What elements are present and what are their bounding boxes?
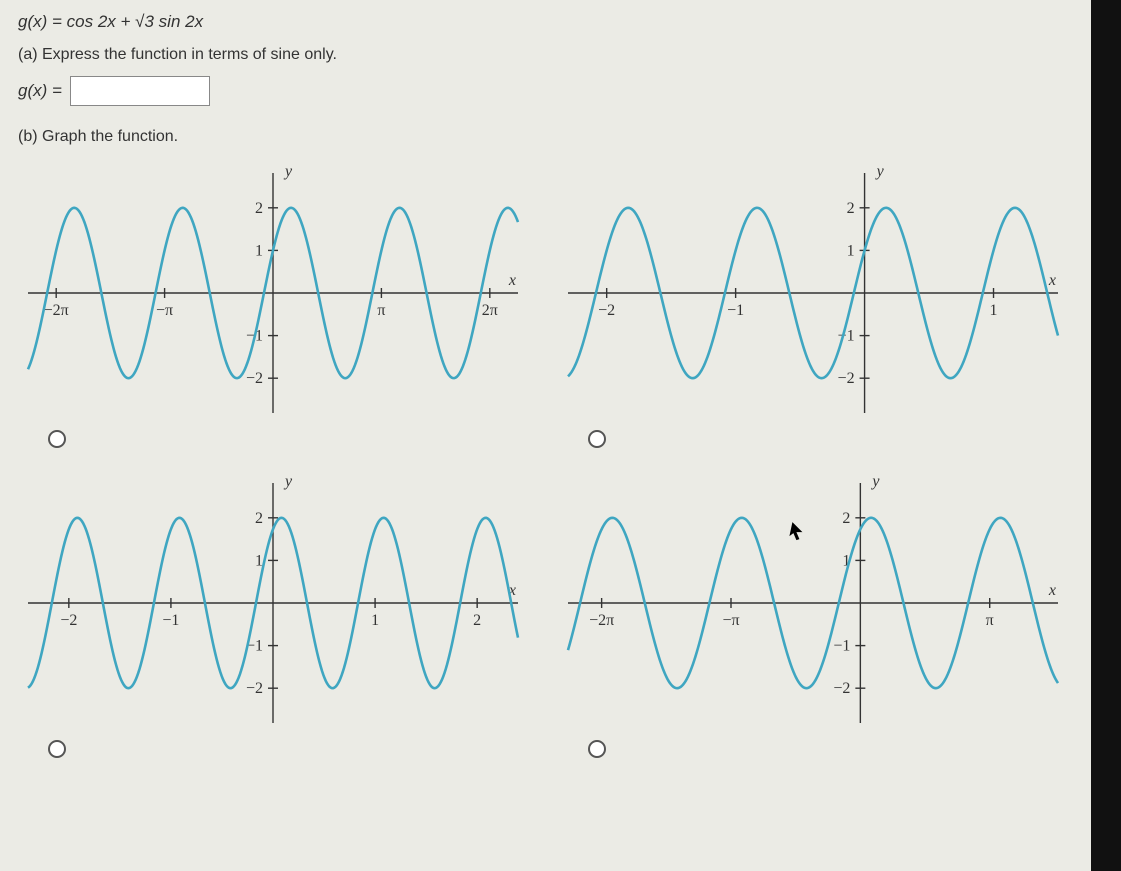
svg-text:−π: −π [722, 612, 739, 629]
svg-text:2: 2 [847, 200, 855, 217]
svg-text:−2π: −2π [589, 612, 614, 629]
svg-text:−2: −2 [60, 612, 77, 629]
chart-svg-1: −2−11x21−1−2y [558, 158, 1068, 448]
answer-row: g(x) = [18, 76, 1103, 106]
svg-text:1: 1 [847, 242, 855, 259]
radio-option-3[interactable] [588, 740, 606, 758]
charts-grid: −2π−ππ2πx21−1−2y −2−11x21−1−2y −2−112x21… [18, 158, 1078, 758]
svg-text:y: y [870, 473, 880, 490]
radio-option-2[interactable] [48, 740, 66, 758]
chart-option-0: −2π−ππ2πx21−1−2y [18, 158, 538, 448]
svg-text:π: π [986, 612, 994, 629]
svg-text:−2π: −2π [44, 302, 69, 319]
svg-text:−2: −2 [838, 370, 855, 387]
svg-text:2: 2 [473, 612, 481, 629]
svg-text:−2: −2 [246, 680, 263, 697]
formula-text: g(x) = cos 2x + √3 sin 2x [18, 12, 203, 31]
answer-label: g(x) = [18, 81, 62, 101]
answer-input[interactable] [70, 76, 210, 106]
svg-text:1: 1 [255, 242, 263, 259]
svg-text:1: 1 [990, 302, 998, 319]
svg-text:−1: −1 [833, 638, 850, 655]
svg-text:−π: −π [156, 302, 173, 319]
chart-option-1: −2−11x21−1−2y [558, 158, 1078, 448]
svg-text:−2: −2 [833, 680, 850, 697]
svg-text:y: y [283, 473, 293, 490]
part-b-prompt: (b) Graph the function. [18, 128, 1103, 146]
chart-option-2: −2−112x21−1−2y [18, 468, 538, 758]
svg-text:2: 2 [255, 200, 263, 217]
svg-text:2π: 2π [482, 302, 498, 319]
svg-text:−2: −2 [598, 302, 615, 319]
problem-formula: g(x) = cos 2x + √3 sin 2x [18, 12, 1103, 32]
chart-svg-2: −2−112x21−1−2y [18, 468, 528, 758]
part-a-prompt: (a) Express the function in terms of sin… [18, 46, 1103, 64]
svg-text:2: 2 [255, 510, 263, 527]
radio-option-0[interactable] [48, 430, 66, 448]
svg-text:y: y [875, 163, 885, 180]
svg-text:2: 2 [842, 510, 850, 527]
svg-text:−1: −1 [162, 612, 179, 629]
page-border-right [1091, 0, 1121, 871]
chart-svg-3: −2π−ππx21−1−2y [558, 468, 1068, 758]
chart-svg-0: −2π−ππ2πx21−1−2y [18, 158, 528, 448]
svg-text:y: y [283, 163, 293, 180]
svg-text:x: x [1048, 272, 1056, 289]
svg-text:π: π [377, 302, 385, 319]
svg-text:x: x [1048, 582, 1056, 599]
svg-text:−1: −1 [727, 302, 744, 319]
chart-option-3: −2π−ππx21−1−2y [558, 468, 1078, 758]
svg-text:−2: −2 [246, 370, 263, 387]
svg-text:1: 1 [371, 612, 379, 629]
radio-option-1[interactable] [588, 430, 606, 448]
svg-text:x: x [508, 272, 516, 289]
